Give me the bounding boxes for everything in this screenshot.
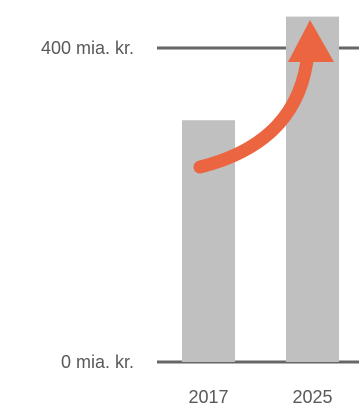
x-tick-labels: 2017 2025 [188,387,332,405]
bars-group [182,16,339,362]
x-tick-label-2025: 2025 [292,387,332,405]
growth-arrow-shaft [193,45,315,174]
y-tick-label-400: 400 mia. kr. [41,38,134,58]
y-tick-label-0: 0 mia. kr. [61,352,134,372]
bar-2025 [286,16,339,362]
growth-arrow-head [288,20,334,62]
x-tick-label-2017: 2017 [188,387,228,405]
y-tick-labels: 0 mia. kr. 400 mia. kr. [41,38,134,372]
growth-arrow-group [193,20,334,174]
